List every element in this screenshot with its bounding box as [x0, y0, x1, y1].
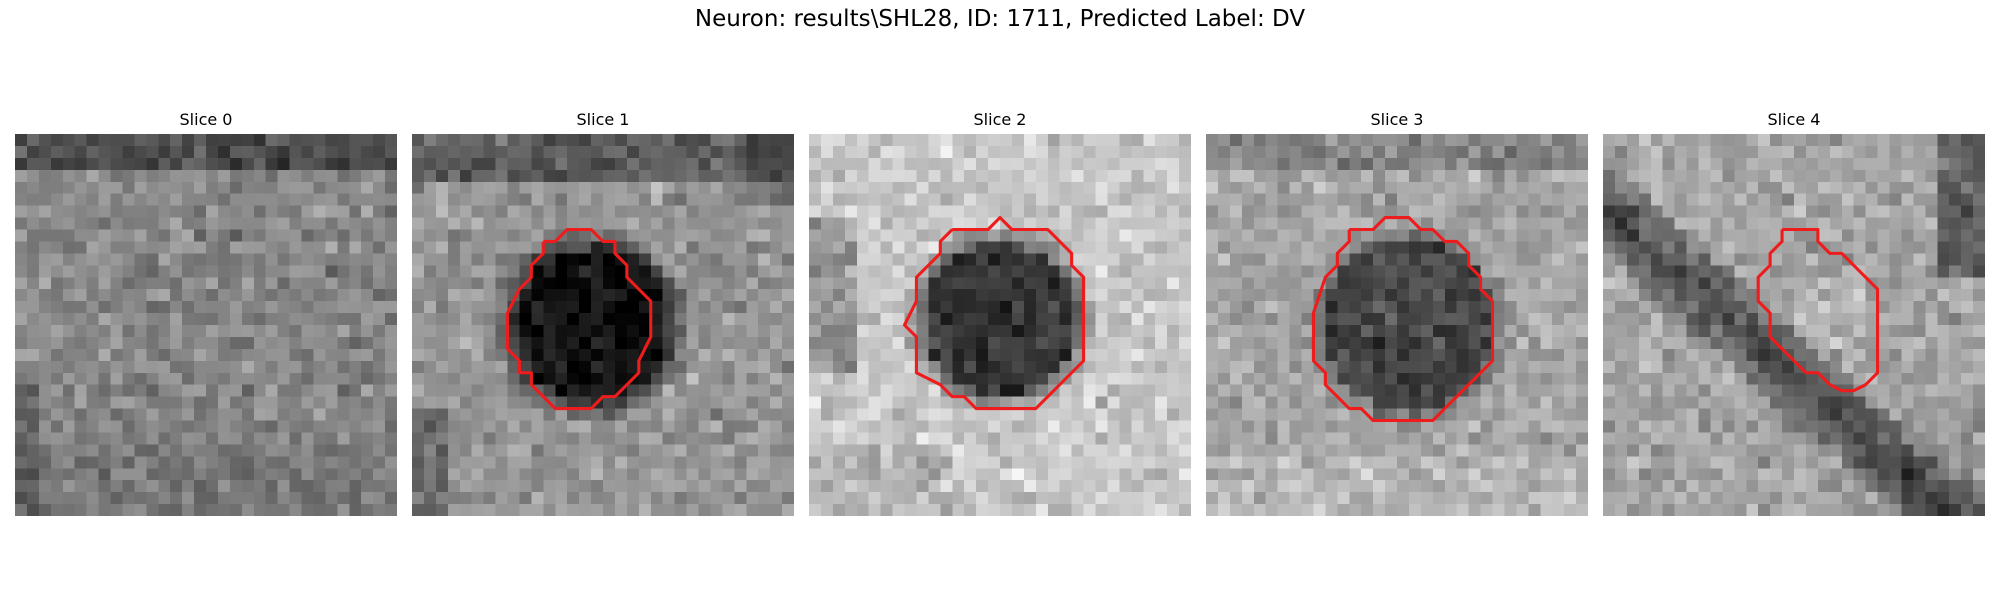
- slice-2-contour: [809, 134, 1191, 516]
- slice-0-title: Slice 0: [15, 110, 397, 129]
- slice-0-pixels: [15, 134, 397, 516]
- slice-4-title: Slice 4: [1603, 110, 1985, 129]
- figure-title: Neuron: results\SHL28, ID: 1711, Predict…: [0, 6, 2000, 32]
- slice-1-image: [412, 134, 794, 516]
- slice-1-contour: [412, 134, 794, 516]
- slice-3-image: [1206, 134, 1588, 516]
- slice-0-image: [15, 134, 397, 516]
- slice-2-title: Slice 2: [809, 110, 1191, 129]
- slice-4-image: [1603, 134, 1985, 516]
- slice-2-image: [809, 134, 1191, 516]
- slice-4-contour: [1603, 134, 1985, 516]
- slice-3-title: Slice 3: [1206, 110, 1588, 129]
- slice-3-contour: [1206, 134, 1588, 516]
- slice-1-title: Slice 1: [412, 110, 794, 129]
